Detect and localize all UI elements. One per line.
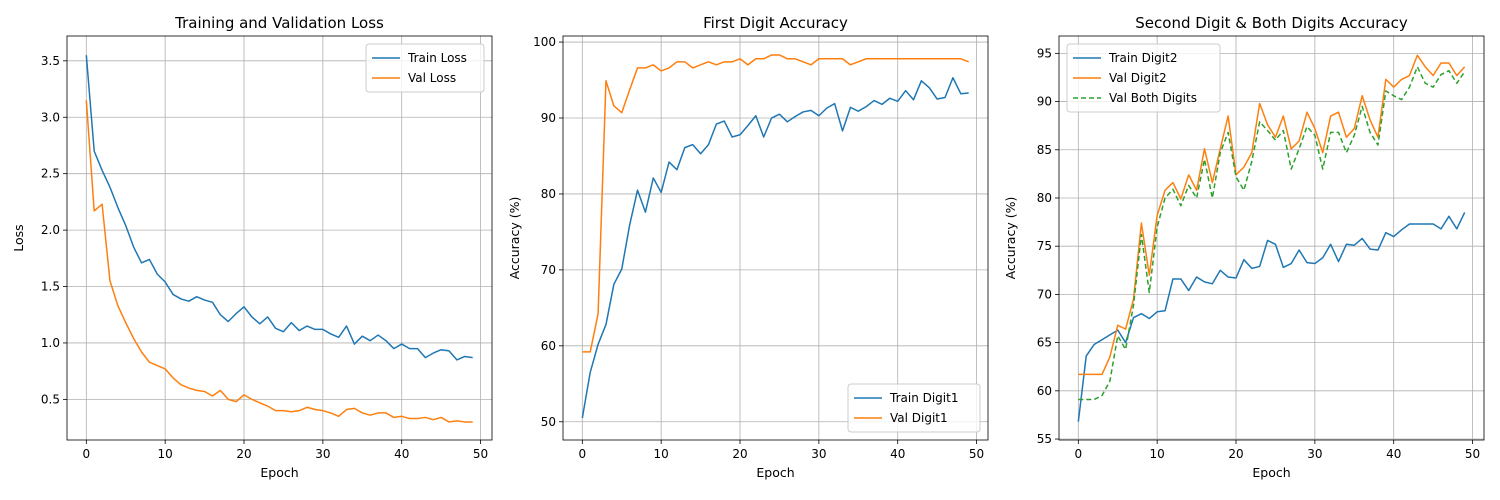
y-tick-label: 90 [541,111,556,125]
y-tick-label: 70 [541,263,556,277]
x-tick-label: 50 [969,447,984,461]
legend-label: Val Digit2 [1109,71,1167,85]
legend: Train Digit1 Val Digit1 [847,383,981,433]
chart-title: Training and Validation Loss [174,14,384,32]
y-tick-label: 3.0 [41,110,60,124]
y-tick-label: 1.0 [41,336,60,350]
x-tick-label: 20 [732,447,747,461]
x-tick-label: 30 [315,447,330,461]
x-tick-label: 10 [158,447,173,461]
x-tick-label: 40 [1386,447,1401,461]
legend-label: Val Loss [408,71,456,85]
axes-frame [562,35,989,441]
chart-title: First Digit Accuracy [703,14,848,32]
x-tick-label: 20 [1228,447,1243,461]
x-tick-label: 50 [473,447,488,461]
x-tick-label: 0 [1074,447,1082,461]
series-line-2 [1078,54,1466,376]
y-tick-label: 3.5 [41,54,60,68]
chart-panel-2: 0 10 20 30 40 50 50 60 70 80 90 100 First Digit Accu… [507,14,989,480]
y-tick-label: 1.5 [41,280,60,294]
axes-frame [66,35,493,441]
legend: Train Loss Val Loss [365,43,485,93]
legend: Train Digit2 Val Digit2 Val Both Digits [1066,43,1221,113]
y-tick-label: 80 [1037,191,1052,205]
legend-box [365,43,485,93]
chart-panel-3: 0 10 20 30 40 50 55 60 65 70 75 80 85 90 95 Second Digi… [1003,14,1485,480]
y-tick-label: 100 [533,35,556,49]
series-line-1 [1077,212,1466,422]
y-tick-label: 2.0 [41,223,60,237]
chart-panel-1: 0 10 20 30 40 50 0.5 1.0 1.5 2.0 2.5 3.0 3.5 Training… [11,14,493,480]
chart-title: Second Digit & Both Digits Accuracy [1135,14,1408,32]
y-tick-label: 55 [1037,432,1052,446]
x-axis-label: Epoch [1252,465,1290,480]
legend-label: Train Digit2 [1108,51,1177,65]
x-tick-label: 10 [654,447,669,461]
legend-box [1066,43,1221,113]
legend-label: Val Digit1 [890,411,948,425]
axes-frame [1058,35,1485,441]
legend-box [847,383,981,433]
x-axis-label: Epoch [260,465,298,480]
y-tick-label: 80 [541,187,556,201]
series-line-1 [581,77,969,419]
y-tick-label: 90 [1037,95,1052,109]
series-line-1 [85,55,473,361]
legend-label: Train Digit1 [889,391,958,405]
x-tick-label: 40 [394,447,409,461]
y-tick-label: 0.5 [41,392,60,406]
x-tick-label: 20 [236,447,251,461]
legend-label: Val Both Digits [1109,91,1197,105]
y-tick-label: 60 [1037,384,1052,398]
x-tick-label: 0 [578,447,586,461]
y-axis-label: Accuracy (%) [507,197,522,280]
y-tick-label: 95 [1037,46,1052,60]
x-tick-label: 30 [1307,447,1322,461]
y-tick-label: 65 [1037,336,1052,350]
x-tick-label: 40 [890,447,905,461]
y-tick-label: 70 [1037,287,1052,301]
y-tick-label: 85 [1037,143,1052,157]
series-line-2 [582,54,969,353]
y-tick-label: 50 [541,415,556,429]
y-tick-label: 2.5 [41,167,60,181]
legend-label: Train Loss [407,51,467,65]
x-tick-label: 10 [1150,447,1165,461]
series-line-2 [85,100,473,423]
x-axis-label: Epoch [756,465,794,480]
series-line-3 [1078,66,1466,401]
y-tick-label: 75 [1037,239,1052,253]
x-tick-label: 0 [82,447,90,461]
x-tick-label: 50 [1465,447,1480,461]
y-axis-label: Accuracy (%) [1003,197,1018,280]
y-axis-label: Loss [11,224,26,251]
y-tick-label: 60 [541,339,556,353]
x-tick-label: 30 [811,447,826,461]
